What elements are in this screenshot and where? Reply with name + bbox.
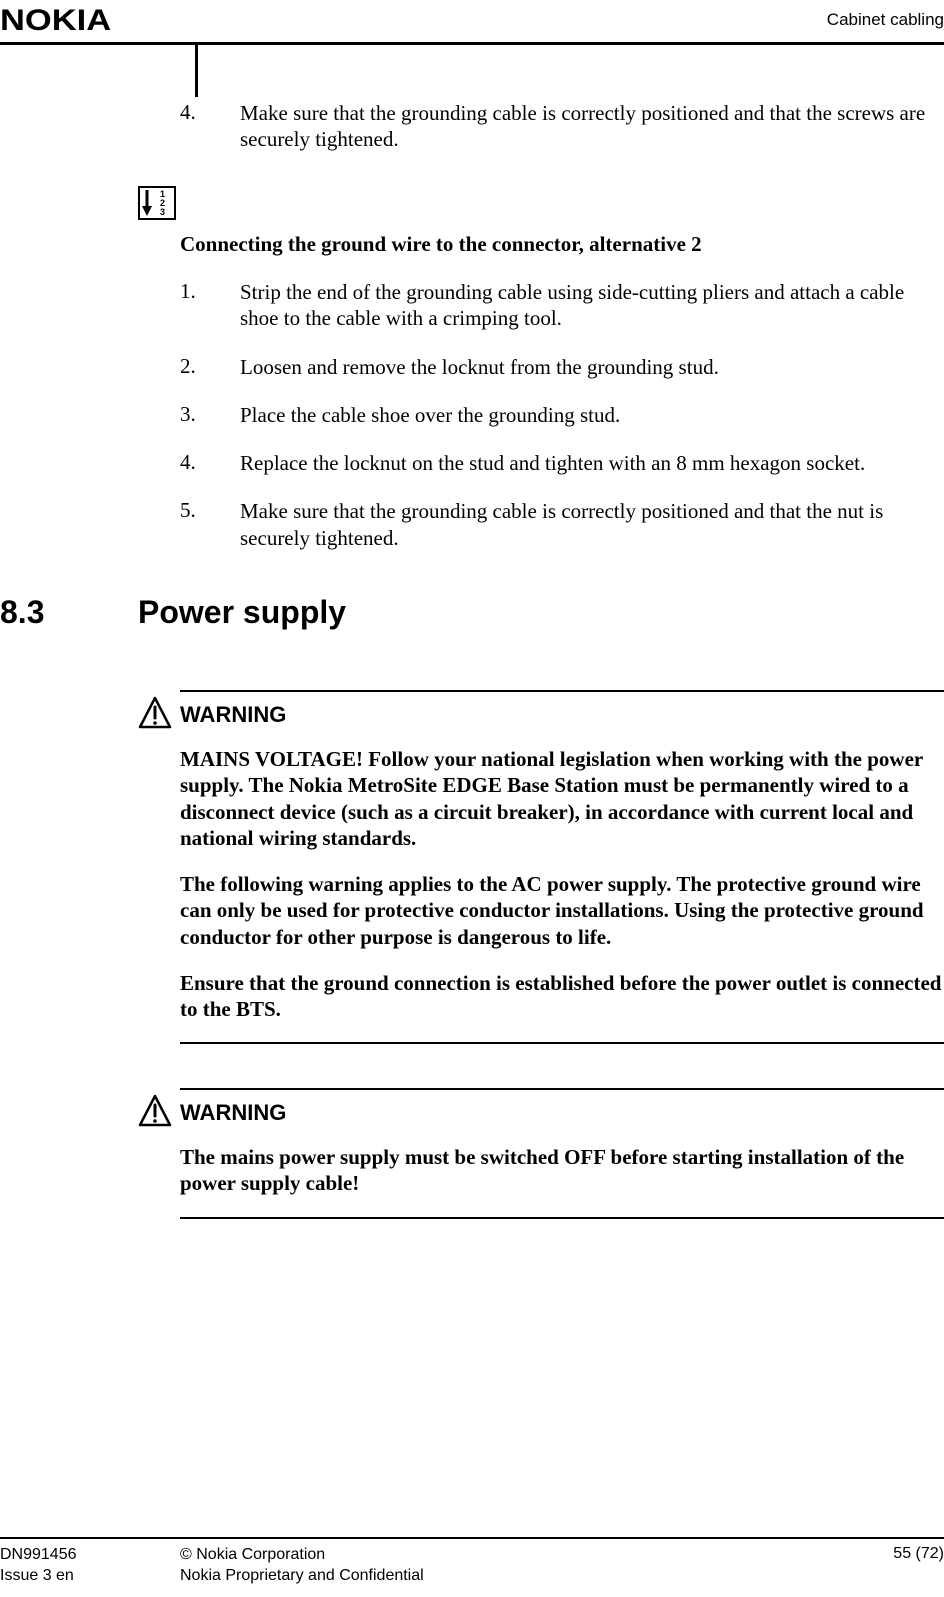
list-item-number: 4. [180,100,240,153]
list-item: 2. Loosen and remove the locknut from th… [180,354,944,380]
nokia-logo: NOKIA [0,4,111,38]
list-item-number: 1. [180,279,240,332]
warning-rule-top [180,690,944,692]
footer-page-number: 55 (72) [893,1545,944,1563]
warning-heading: WARNING [180,1100,944,1126]
procedure-steps-icon: 1 2 3 [138,186,176,220]
warning-block-2: WARNING The mains power supply must be s… [180,1088,944,1219]
warning-heading: WARNING [180,702,944,728]
warning-rule-top [180,1088,944,1090]
header-rule [0,42,944,45]
section-title: Power supply [138,594,346,631]
warning-rule-bottom [180,1042,944,1044]
footer-copyright: © Nokia Corporation Nokia Proprietary an… [180,1545,424,1587]
list-item-number: 5. [180,498,240,551]
list-item-text: Loosen and remove the locknut from the g… [240,354,944,380]
list-item: 4. Replace the locknut on the stud and t… [180,450,944,476]
procedure-block: Connecting the ground wire to the connec… [180,226,944,573]
footer-doc-id: DN991456 Issue 3 en [0,1545,77,1587]
procedure-title: Connecting the ground wire to the connec… [180,232,944,257]
warning-rule-bottom [180,1217,944,1219]
warning-icon [138,1094,172,1133]
header-vertical-rule [195,42,198,97]
list-item-text: Replace the locknut on the stud and tigh… [240,450,944,476]
footer-issue: Issue 3 en [0,1566,77,1587]
list-item: 1. Strip the end of the grounding cable … [180,279,944,332]
warning-icon [138,696,172,735]
list-item-text: Place the cable shoe over the grounding … [240,402,944,428]
warning-paragraph: The following warning applies to the AC … [180,871,944,950]
page-header: NOKIA Cabinet cabling [0,0,944,46]
list-item-number: 2. [180,354,240,380]
warning-block-1: WARNING MAINS VOLTAGE! Follow your natio… [180,690,944,1044]
section-number: 8.3 [0,594,44,631]
list-item: 3. Place the cable shoe over the groundi… [180,402,944,428]
list-item-number: 3. [180,402,240,428]
list-item: 5. Make sure that the grounding cable is… [180,498,944,551]
warning-paragraph: The mains power supply must be switched … [180,1144,944,1197]
list-item-text: Make sure that the grounding cable is co… [240,100,944,153]
footer-copyright-line1: © Nokia Corporation [180,1545,424,1566]
list-item-text: Make sure that the grounding cable is co… [240,498,944,551]
warning-paragraph: MAINS VOLTAGE! Follow your national legi… [180,746,944,851]
list-item: 4. Make sure that the grounding cable is… [180,100,944,153]
footer-copyright-line2: Nokia Proprietary and Confidential [180,1566,424,1587]
svg-text:3: 3 [160,207,165,217]
list-item-text: Strip the end of the grounding cable usi… [240,279,944,332]
intro-list: 4. Make sure that the grounding cable is… [180,96,944,175]
list-item-number: 4. [180,450,240,476]
warning-paragraph: Ensure that the ground connection is est… [180,970,944,1023]
header-chapter-title: Cabinet cabling [827,10,944,30]
section-heading: 8.3 Power supply [0,594,944,634]
footer-rule [0,1537,944,1539]
footer-doc-number: DN991456 [0,1545,77,1566]
page-footer: DN991456 Issue 3 en © Nokia Corporation … [0,1545,944,1585]
